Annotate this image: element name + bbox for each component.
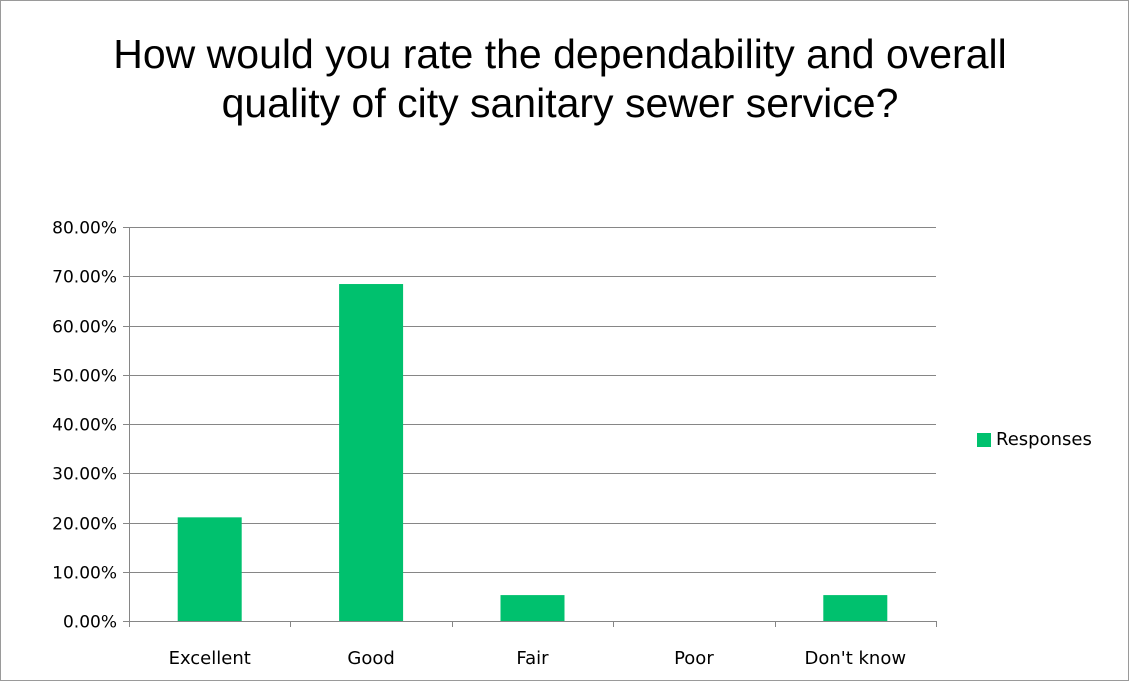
bar-fair bbox=[500, 595, 565, 621]
y-tick-label-1: 10.00% bbox=[52, 564, 117, 584]
legend-label-responses: Responses bbox=[996, 429, 1092, 450]
y-tick-label-7: 70.00% bbox=[52, 268, 117, 288]
x-tick-label-poor: Poor bbox=[674, 648, 714, 669]
x-tick-label-fair: Fair bbox=[516, 648, 549, 669]
x-tick-label-good: Good bbox=[347, 648, 394, 669]
y-tick-label-6: 60.00% bbox=[52, 318, 117, 338]
y-tick-label-5: 50.00% bbox=[52, 367, 117, 387]
x-tick-label-don-t-know: Don't know bbox=[805, 648, 907, 669]
y-tick-label-2: 20.00% bbox=[52, 515, 117, 535]
bar-excellent bbox=[177, 517, 242, 621]
y-tick-label-0: 0.00% bbox=[63, 613, 117, 633]
chart-title: How would you rate the dependability and… bbox=[113, 31, 1007, 126]
y-tick-label-8: 80.00% bbox=[52, 219, 117, 239]
y-tick-label-3: 30.00% bbox=[52, 465, 117, 485]
bar-don-t-know bbox=[823, 595, 888, 621]
legend: Responses bbox=[977, 429, 1092, 450]
y-tick-label-4: 40.00% bbox=[52, 416, 117, 436]
legend-swatch-responses bbox=[977, 432, 991, 447]
x-tick-label-excellent: Excellent bbox=[169, 648, 251, 669]
bar-good bbox=[339, 284, 404, 621]
